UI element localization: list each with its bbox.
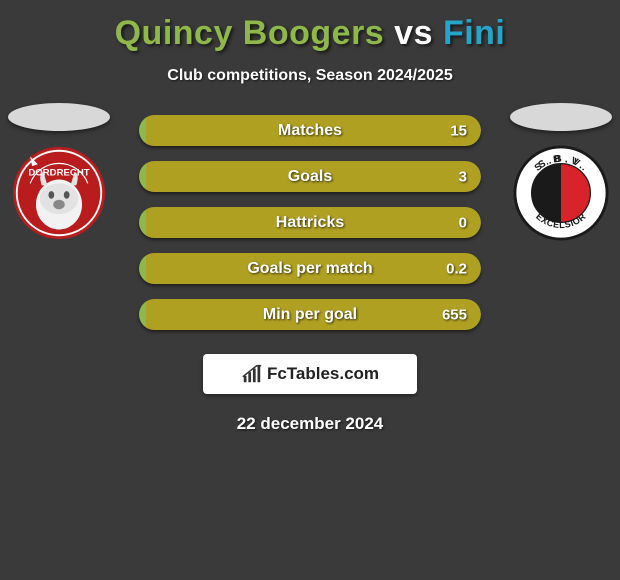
subtitle: Club competitions, Season 2024/2025: [0, 67, 620, 85]
bar-fill-left: [139, 299, 146, 330]
bar-label: Matches: [278, 122, 342, 140]
player-photo-placeholder-left: [8, 103, 110, 131]
stat-bar: Goals per match 0.2: [139, 253, 481, 284]
bar-fill-left: [139, 253, 146, 284]
comparison-title: Quincy Boogers vs Fini: [0, 0, 620, 53]
bar-label: Goals: [288, 168, 332, 186]
branding-text: FcTables.com: [267, 364, 379, 384]
stat-bar: Min per goal 655: [139, 299, 481, 330]
player-photo-placeholder-right: [510, 103, 612, 131]
bar-value-right: 0: [459, 214, 467, 231]
stat-bar: Goals 3: [139, 161, 481, 192]
bar-fill-left: [139, 161, 146, 192]
dordrecht-logo-icon: DORDRECHT: [11, 145, 107, 241]
player1-name: Quincy Boogers: [115, 14, 385, 52]
stat-bars: Matches 15 Goals 3 Hattricks 0 Goals per match…: [139, 115, 481, 330]
svg-text:DORDRECHT: DORDRECHT: [28, 168, 89, 179]
bar-value-right: 15: [450, 122, 467, 139]
stat-bar: Matches 15: [139, 115, 481, 146]
excelsior-logo-icon: S . B . V . S . B . V . EXCELSIOR: [513, 145, 609, 241]
date-text: 22 december 2024: [0, 414, 620, 434]
chart-icon: [241, 363, 263, 385]
bar-fill-left: [139, 115, 146, 146]
branding-box[interactable]: FcTables.com: [203, 354, 417, 394]
left-club-badge: DORDRECHT: [4, 103, 114, 241]
bar-label: Hattricks: [276, 214, 344, 232]
bar-value-right: 0.2: [446, 260, 467, 277]
vs-text: vs: [394, 14, 433, 52]
stat-bar: Hattricks 0: [139, 207, 481, 238]
bar-label: Goals per match: [247, 260, 372, 278]
bar-fill-left: [139, 207, 146, 238]
bar-value-right: 655: [442, 306, 467, 323]
content-area: DORDRECHT S . B . V .: [0, 115, 620, 434]
bar-label: Min per goal: [263, 306, 357, 324]
player2-name: Fini: [443, 14, 505, 52]
bar-value-right: 3: [459, 168, 467, 185]
right-club-badge: S . B . V . S . B . V . EXCELSIOR: [506, 103, 616, 241]
